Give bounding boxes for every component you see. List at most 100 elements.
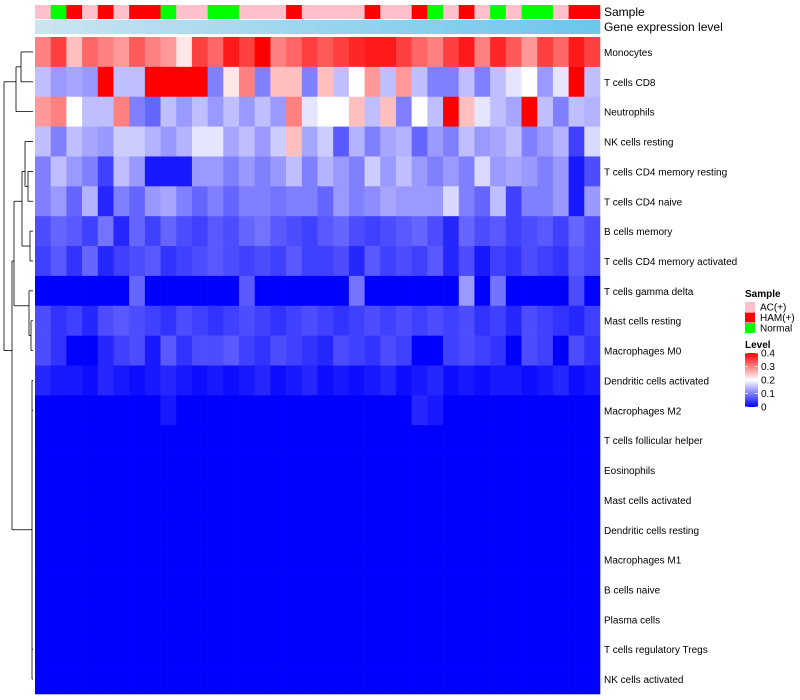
gene-expression-annotation-cell — [505, 20, 522, 34]
legend-sample-label: AC(+) — [760, 303, 786, 314]
heatmap-cell — [191, 156, 208, 187]
heatmap-cell — [97, 156, 114, 187]
heatmap-cell — [411, 66, 428, 98]
heatmap-cell — [333, 216, 350, 247]
heatmap-cell — [144, 96, 161, 127]
heatmap-cell — [270, 66, 287, 98]
heatmap-cell — [35, 634, 51, 665]
heatmap-cell — [395, 484, 412, 516]
gene-expression-annotation-cell — [333, 20, 350, 34]
sample-annotation-cell — [474, 5, 491, 19]
heatmap-cell — [144, 246, 161, 277]
heatmap-cell — [176, 96, 193, 127]
heatmap-cell — [160, 305, 177, 336]
heatmap-cell — [97, 484, 114, 516]
sample-annotation-cell — [82, 5, 99, 19]
heatmap-cell — [270, 544, 287, 575]
heatmap-cell — [458, 664, 475, 695]
heatmap-cell — [66, 216, 83, 247]
heatmap-cell — [270, 425, 287, 456]
heatmap-cell — [364, 514, 381, 545]
heatmap-cell — [113, 275, 130, 307]
heatmap-cell — [568, 425, 585, 456]
heatmap-cell — [411, 634, 428, 665]
heatmap-cell — [176, 664, 193, 695]
heatmap-cell — [317, 305, 334, 336]
heatmap-cell — [364, 186, 381, 217]
heatmap-cell — [521, 186, 538, 217]
heatmap-cell — [411, 246, 428, 277]
heatmap-cell — [537, 186, 554, 217]
heatmap-cell — [333, 275, 350, 307]
heatmap-cell — [66, 634, 83, 665]
heatmap-cell — [97, 574, 114, 605]
heatmap-cell — [505, 186, 522, 217]
heatmap-cell — [223, 455, 240, 486]
gene-expression-annotation-cell — [35, 20, 51, 34]
heatmap-cell — [411, 216, 428, 247]
heatmap-cell — [490, 305, 507, 336]
heatmap-cell — [301, 275, 318, 307]
heatmap-cell — [584, 156, 601, 187]
heatmap-cell — [490, 514, 507, 545]
heatmap-cell — [458, 604, 475, 635]
heatmap-cell — [537, 484, 554, 516]
heatmap-cell — [584, 37, 601, 68]
heatmap-cell — [380, 664, 397, 695]
heatmap-cell — [584, 514, 601, 545]
row-label: NK cells activated — [604, 675, 683, 686]
heatmap-cell — [537, 425, 554, 456]
heatmap-cell — [191, 246, 208, 277]
heatmap-cell — [490, 634, 507, 665]
heatmap-cell — [82, 66, 99, 98]
heatmap-cell — [129, 395, 146, 426]
heatmap-cell — [97, 455, 114, 486]
heatmap-cell — [301, 365, 318, 396]
heatmap-cell — [395, 634, 412, 665]
heatmap-cell — [490, 335, 507, 366]
heatmap-cell — [50, 96, 67, 127]
heatmap-cell — [411, 365, 428, 396]
heatmap-cell — [223, 156, 240, 187]
heatmap-cell — [144, 425, 161, 456]
heatmap-cell — [568, 246, 585, 277]
heatmap-cell — [286, 604, 303, 635]
heatmap-cell — [144, 365, 161, 396]
heatmap-cell — [129, 126, 146, 157]
heatmap-cell — [191, 275, 208, 307]
gene-expression-annotation-cell — [568, 20, 585, 34]
heatmap-cell — [50, 455, 67, 486]
heatmap-cell — [505, 634, 522, 665]
heatmap-cell — [474, 604, 491, 635]
gene-expression-annotation-cell — [364, 20, 381, 34]
heatmap-cell — [552, 126, 569, 157]
heatmap-cell — [333, 365, 350, 396]
gene-expression-annotation-cell — [584, 20, 601, 34]
sample-annotation-cell — [223, 5, 240, 19]
sample-annotation-cell — [348, 5, 365, 19]
heatmap-cell — [191, 335, 208, 366]
heatmap-cell — [144, 574, 161, 605]
heatmap-cell — [411, 275, 428, 307]
heatmap-cell — [317, 664, 334, 695]
heatmap-cell — [443, 484, 460, 516]
heatmap-cell — [223, 484, 240, 516]
heatmap-cell — [82, 484, 99, 516]
heatmap-cell — [66, 514, 83, 545]
sample-annotation-cell — [505, 5, 522, 19]
heatmap-cell — [270, 365, 287, 396]
heatmap-cell — [537, 664, 554, 695]
heatmap-cell — [443, 66, 460, 98]
heatmap-cell — [317, 216, 334, 247]
heatmap-cell — [505, 37, 522, 68]
heatmap-cell — [317, 37, 334, 68]
heatmap-cell — [395, 66, 412, 98]
heatmap-cell — [317, 66, 334, 98]
heatmap-cell — [427, 484, 444, 516]
heatmap-cell — [474, 484, 491, 516]
heatmap-cell — [364, 455, 381, 486]
gene-expression-annotation-cell — [223, 20, 240, 34]
heatmap-cell — [443, 514, 460, 545]
heatmap-cell — [207, 664, 224, 695]
heatmap-cell — [568, 544, 585, 575]
